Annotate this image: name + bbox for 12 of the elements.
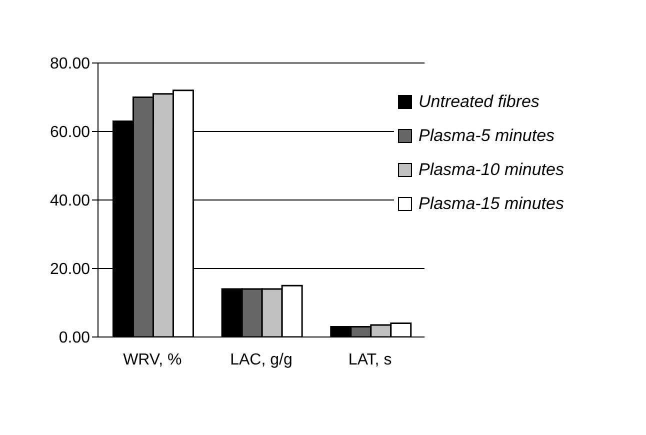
x-tick-label: LAC, g/g xyxy=(230,351,292,368)
y-tick-label: 40.00 xyxy=(50,192,90,210)
legend-label: Untreated fibres xyxy=(418,92,540,112)
y-tick-label: 0.00 xyxy=(58,330,90,347)
y-tick-label: 20.00 xyxy=(50,261,90,278)
x-tick-label: WRV, % xyxy=(123,351,182,368)
x-tick-label: LAT, s xyxy=(348,351,392,368)
legend-label: Plasma-10 minutes xyxy=(418,160,564,180)
y-tick-label: 80.00 xyxy=(50,56,90,73)
legend-label: Plasma-15 minutes xyxy=(418,194,564,214)
y-tick-label: 60.00 xyxy=(50,124,90,142)
legend-label: Plasma-5 minutes xyxy=(418,126,555,146)
